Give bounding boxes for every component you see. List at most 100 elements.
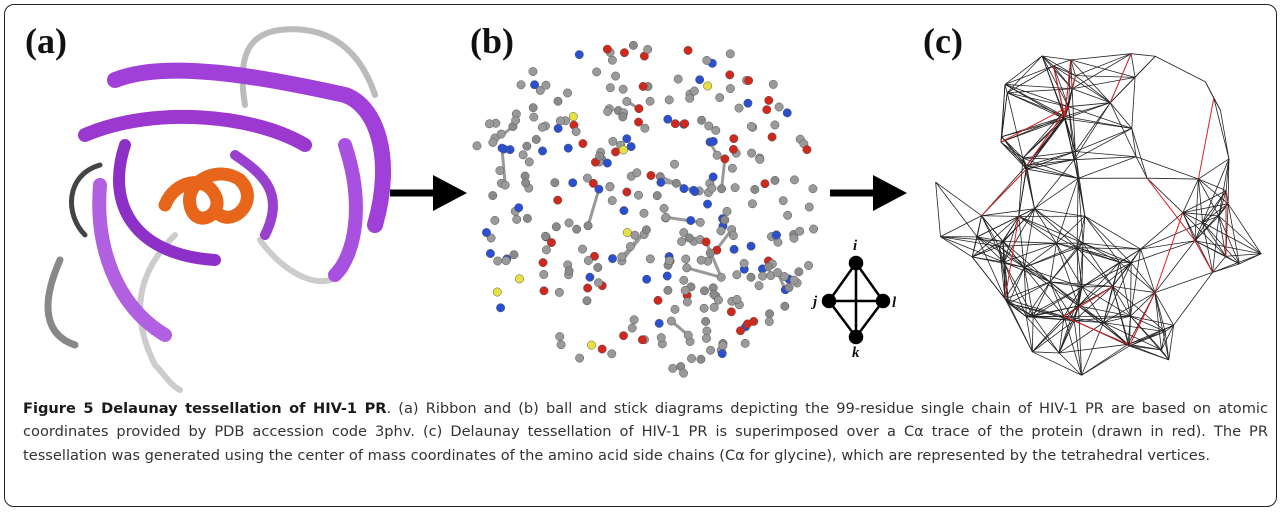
atom (646, 255, 654, 263)
atom (628, 324, 636, 332)
atom (623, 135, 631, 143)
atom (733, 295, 741, 303)
atom (677, 237, 685, 245)
atom (603, 45, 611, 53)
atom (608, 254, 616, 262)
atom (641, 124, 649, 132)
atom (532, 135, 540, 143)
atom (619, 113, 627, 121)
atom (671, 305, 679, 313)
atom (790, 276, 798, 284)
atom (619, 85, 627, 93)
atom (489, 138, 497, 146)
atom (681, 286, 689, 294)
atom (775, 103, 783, 111)
atom (542, 246, 550, 254)
atom (638, 336, 646, 344)
atom (703, 82, 711, 90)
atom (695, 76, 703, 84)
bond (666, 217, 700, 222)
atom (709, 173, 717, 181)
edge (1005, 66, 1053, 85)
atom (809, 184, 817, 192)
atom (608, 196, 616, 204)
vertex-label: i (853, 238, 858, 254)
edge (1009, 303, 1033, 351)
atom (485, 120, 493, 128)
atom (683, 298, 691, 306)
edge (1205, 82, 1220, 110)
atom (584, 222, 592, 230)
atom (594, 263, 602, 271)
atom (741, 339, 749, 347)
ball-and-stick-diagram (473, 41, 818, 377)
atom (598, 345, 606, 353)
atom (653, 191, 661, 199)
atom (665, 256, 673, 264)
atom (772, 231, 780, 239)
atom (713, 151, 721, 159)
edge (982, 216, 1019, 217)
atom (773, 268, 781, 276)
atom (726, 50, 734, 58)
atom (736, 327, 744, 335)
atom (751, 185, 759, 193)
atom (640, 209, 648, 217)
atom (761, 180, 769, 188)
edge (1007, 66, 1053, 93)
atom (510, 250, 518, 258)
atom (718, 349, 726, 357)
atom (611, 148, 619, 156)
vertex-label: j (811, 294, 818, 310)
atom (747, 273, 755, 281)
atom (696, 218, 704, 226)
atom (785, 283, 793, 291)
atom (710, 303, 718, 311)
atom (618, 253, 626, 261)
atom (627, 142, 635, 150)
atom (611, 72, 619, 80)
atom (523, 214, 531, 222)
atom (790, 176, 798, 184)
edge (1053, 60, 1070, 66)
atom (497, 130, 505, 138)
atom (684, 331, 692, 339)
edge (1072, 89, 1110, 103)
atom (623, 97, 631, 105)
atom (756, 155, 764, 163)
atom (572, 127, 580, 135)
atom (646, 97, 654, 105)
atom (804, 261, 812, 269)
atom (569, 179, 577, 187)
atom (496, 304, 504, 312)
atom (671, 119, 679, 127)
atom (747, 149, 755, 157)
atom (769, 80, 777, 88)
atom (703, 200, 711, 208)
atom (513, 215, 521, 223)
atom (735, 104, 743, 112)
edge (1027, 169, 1079, 178)
atom (721, 216, 729, 224)
atom (473, 142, 481, 150)
atom (517, 81, 525, 89)
caption: Figure 5 Delaunay tessellation of HIV-1 … (23, 397, 1268, 467)
atom (700, 287, 708, 295)
atom (685, 234, 693, 242)
edge (1071, 60, 1135, 78)
atom (763, 105, 771, 113)
atom (744, 99, 752, 107)
edge (1078, 157, 1136, 179)
atom (634, 118, 642, 126)
atom (783, 109, 791, 117)
edge (1074, 160, 1085, 217)
atom (554, 124, 562, 132)
edge (1019, 158, 1023, 216)
atom (489, 191, 497, 199)
atom (519, 151, 527, 159)
atom (729, 231, 737, 239)
atom (702, 334, 710, 342)
atom (538, 123, 546, 131)
atom (530, 113, 538, 121)
edge (1003, 241, 1056, 243)
